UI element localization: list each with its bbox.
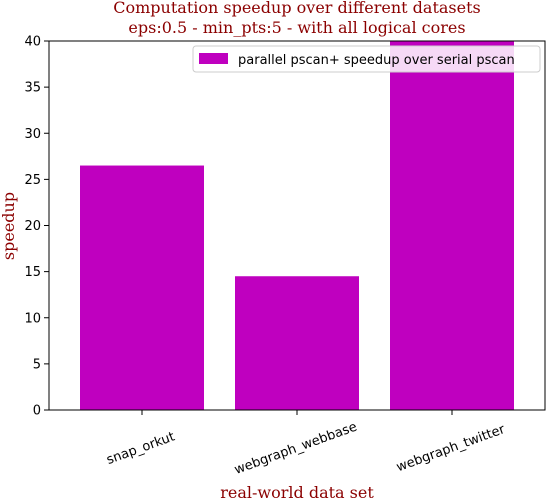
bar-webgraph_webbase	[235, 276, 359, 410]
bar-snap_orkut	[80, 165, 204, 410]
y-tick-label: 40	[24, 35, 41, 50]
bars-layer	[80, 41, 514, 410]
y-tick-label: 30	[24, 127, 41, 142]
y-tick-label: 35	[24, 81, 41, 96]
chart-title-line1: Computation speedup over different datas…	[113, 0, 480, 17]
y-tick-label: 20	[24, 219, 41, 234]
x-tick-label-webgraph_twitter: webgraph_twitter	[395, 422, 508, 475]
x-axis-ticks: snap_orkut webgraph_webbase webgraph_twitt…	[105, 410, 508, 478]
y-tick-label: 25	[24, 173, 41, 188]
x-tick-label-snap_orkut: snap_orkut	[105, 429, 177, 468]
y-tick-label: 0	[33, 404, 41, 419]
y-tick-label: 5	[33, 357, 41, 372]
x-tick-label-webgraph_webbase: webgraph_webbase	[232, 420, 359, 478]
y-tick-label: 10	[24, 311, 41, 326]
legend-label: parallel pscan+ speedup over serial psca…	[238, 53, 515, 68]
legend-box	[192, 45, 541, 73]
y-axis-label: speedup	[0, 192, 18, 260]
chart-title-line2: eps:0.5 - min_pts:5 - with all logical c…	[128, 18, 465, 37]
legend-swatch	[199, 53, 228, 64]
y-tick-label: 15	[24, 265, 41, 280]
y-axis-ticks: 0 5 10 15 20 25 30 35 40	[24, 35, 49, 419]
bar-webgraph_twitter	[390, 41, 514, 410]
legend: parallel pscan+ speedup over serial psca…	[192, 45, 541, 73]
x-axis-label: real-world data set	[220, 483, 374, 502]
plot-frame	[48, 40, 546, 411]
